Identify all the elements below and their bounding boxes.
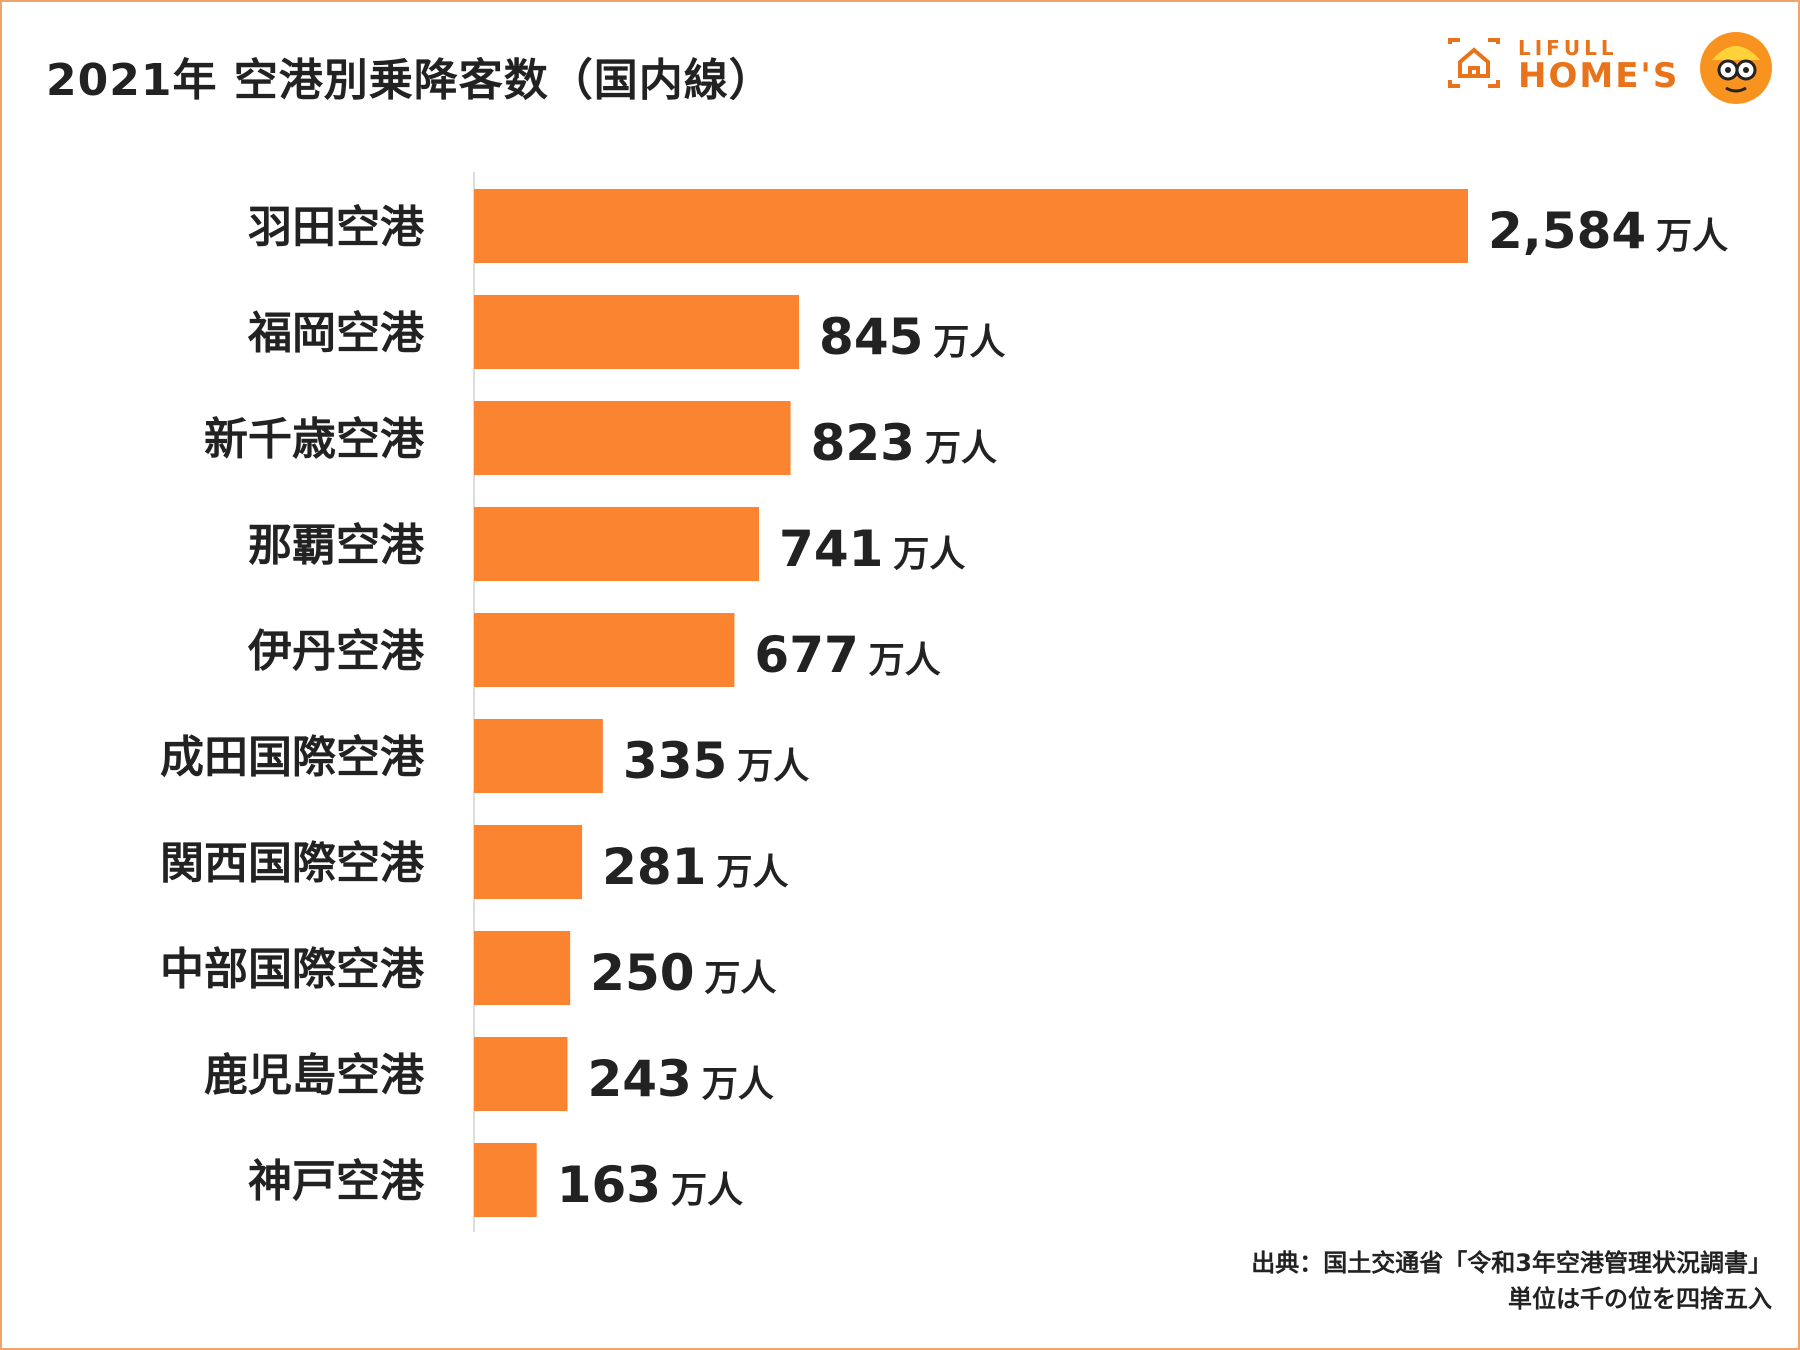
value-label: 335 万人 <box>623 732 809 790</box>
bar <box>474 295 800 369</box>
category-label: 福岡空港 <box>247 308 425 359</box>
value-label: 281 万人 <box>602 838 788 896</box>
bar <box>474 401 791 475</box>
lifull-homes-logo: LIFULL HOME'S <box>1440 30 1780 110</box>
category-label: 関西国際空港 <box>160 838 425 889</box>
category-label: 鹿児島空港 <box>204 1050 425 1101</box>
house-icon <box>1448 38 1500 88</box>
bar <box>474 613 735 687</box>
category-label: 中部国際空港 <box>160 944 425 995</box>
chart-title: 2021年 空港別乗降客数（国内線） <box>46 55 774 106</box>
bar <box>474 507 760 581</box>
value-label: 163 万人 <box>557 1156 743 1214</box>
value-label: 823 万人 <box>811 414 997 472</box>
mascot-icon <box>1700 32 1772 104</box>
bar <box>474 189 1468 263</box>
category-label: 成田国際空港 <box>160 732 425 783</box>
bar <box>474 931 571 1005</box>
category-label: 羽田空港 <box>248 202 425 253</box>
value-label: 741 万人 <box>779 520 965 578</box>
value-label: 243 万人 <box>587 1050 773 1108</box>
category-label: 新千歳空港 <box>204 414 425 465</box>
bar <box>474 719 603 793</box>
value-label: 2,584 万人 <box>1488 202 1728 260</box>
logo-text-big: HOME'S <box>1518 56 1680 96</box>
category-label: 伊丹空港 <box>247 626 425 677</box>
value-label: 845 万人 <box>819 308 1005 366</box>
unit-note: 単位は千の位を四捨五入 <box>1508 1285 1772 1313</box>
bar <box>474 1037 568 1111</box>
value-label: 250 万人 <box>590 944 776 1002</box>
source-note: 出典：国土交通省「令和3年空港管理状況調書」 単位は千の位を四捨五入 <box>1251 1245 1772 1317</box>
logo-text-small: LIFULL <box>1518 36 1618 60</box>
value-label: 677 万人 <box>754 626 940 684</box>
category-label: 神戸空港 <box>248 1156 425 1207</box>
source-line: 出典：国土交通省「令和3年空港管理状況調書」 <box>1251 1249 1772 1277</box>
category-label: 那覇空港 <box>248 520 425 571</box>
bar <box>474 825 583 899</box>
bar <box>474 1143 537 1217</box>
